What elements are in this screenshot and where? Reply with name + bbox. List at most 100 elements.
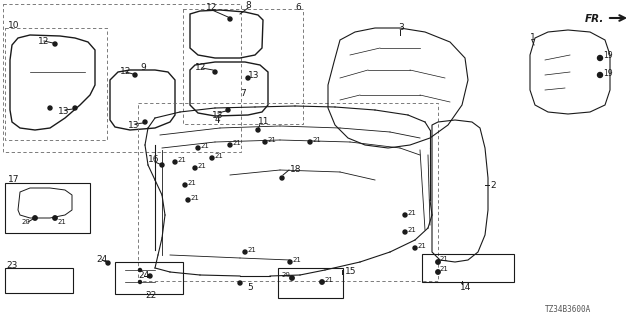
Circle shape [193, 166, 197, 170]
Text: 1: 1 [530, 34, 536, 43]
Text: 11: 11 [258, 117, 269, 126]
Circle shape [148, 274, 152, 278]
Circle shape [183, 183, 187, 187]
Text: 7: 7 [240, 89, 246, 98]
Bar [5, 28, 107, 140]
Text: 2: 2 [490, 180, 495, 189]
Text: FR.: FR. [584, 14, 604, 24]
Text: 21: 21 [248, 247, 257, 253]
Text: 18: 18 [290, 165, 301, 174]
Circle shape [403, 230, 407, 234]
Circle shape [138, 281, 141, 284]
Circle shape [288, 260, 292, 264]
Circle shape [226, 108, 230, 112]
Circle shape [246, 76, 250, 80]
Text: 21: 21 [313, 137, 322, 143]
Text: 4: 4 [215, 116, 221, 124]
Text: 21: 21 [191, 195, 200, 201]
Circle shape [228, 17, 232, 21]
Circle shape [263, 140, 267, 144]
Circle shape [196, 146, 200, 150]
Text: TZ34B3600A: TZ34B3600A [545, 305, 591, 314]
Text: 21: 21 [215, 153, 224, 159]
Circle shape [290, 276, 294, 280]
Circle shape [53, 42, 57, 46]
Text: 20: 20 [282, 272, 291, 278]
Circle shape [403, 213, 407, 217]
Text: 24: 24 [96, 255, 108, 265]
Text: 23: 23 [6, 261, 17, 270]
Circle shape [238, 281, 242, 285]
Text: 21: 21 [268, 137, 277, 143]
Text: 3: 3 [398, 23, 404, 33]
Text: 6: 6 [295, 3, 301, 12]
Text: 21: 21 [188, 180, 197, 186]
Text: 21: 21 [440, 256, 449, 262]
Bar [183, 9, 303, 124]
Text: 13: 13 [248, 70, 259, 79]
Circle shape [173, 160, 177, 164]
Text: 13: 13 [58, 108, 70, 116]
Text: 21: 21 [408, 210, 417, 216]
Circle shape [52, 216, 57, 220]
Text: 13: 13 [128, 122, 140, 131]
Circle shape [73, 106, 77, 110]
Text: 21: 21 [440, 266, 449, 272]
Circle shape [186, 198, 190, 202]
Text: 21: 21 [293, 257, 302, 263]
Text: 14: 14 [460, 284, 472, 292]
Text: 12: 12 [195, 63, 206, 73]
Circle shape [228, 143, 232, 147]
Text: 19: 19 [603, 68, 612, 77]
Bar [5, 183, 90, 233]
Text: 15: 15 [345, 268, 356, 276]
Text: 21: 21 [325, 277, 334, 283]
Text: 9: 9 [140, 63, 146, 73]
Circle shape [33, 216, 37, 220]
Text: 21: 21 [178, 157, 187, 163]
Text: 5: 5 [247, 284, 253, 292]
Circle shape [138, 268, 141, 271]
Circle shape [308, 140, 312, 144]
Text: 16: 16 [148, 156, 159, 164]
Text: 10: 10 [8, 20, 19, 29]
Bar [138, 103, 438, 281]
Text: 8: 8 [245, 1, 251, 10]
Bar [115, 262, 183, 294]
Text: 21: 21 [233, 140, 242, 146]
Circle shape [598, 55, 602, 60]
Circle shape [280, 176, 284, 180]
Circle shape [320, 280, 324, 284]
Circle shape [106, 261, 110, 265]
Text: 21: 21 [198, 163, 207, 169]
Text: 20: 20 [22, 219, 31, 225]
Circle shape [48, 106, 52, 110]
Bar [3, 4, 241, 152]
Bar [422, 254, 514, 282]
Circle shape [256, 128, 260, 132]
Text: 21: 21 [58, 219, 67, 225]
Circle shape [436, 270, 440, 274]
Bar [5, 268, 73, 293]
Circle shape [143, 120, 147, 124]
Text: 19: 19 [603, 52, 612, 60]
Circle shape [213, 70, 217, 74]
Text: 22: 22 [145, 292, 156, 300]
Circle shape [598, 73, 602, 77]
Text: 24: 24 [138, 271, 149, 281]
Bar [278, 268, 343, 298]
Circle shape [160, 163, 164, 167]
Circle shape [413, 246, 417, 250]
Circle shape [243, 250, 247, 254]
Text: 21: 21 [418, 243, 427, 249]
Text: 21: 21 [408, 227, 417, 233]
Text: 17: 17 [8, 175, 19, 185]
Text: 12: 12 [206, 4, 218, 12]
Circle shape [210, 156, 214, 160]
Text: 21: 21 [201, 143, 210, 149]
Circle shape [133, 73, 137, 77]
Text: 12: 12 [120, 68, 131, 76]
Text: 13: 13 [212, 110, 223, 119]
Circle shape [436, 260, 440, 264]
Text: 12: 12 [38, 36, 49, 45]
